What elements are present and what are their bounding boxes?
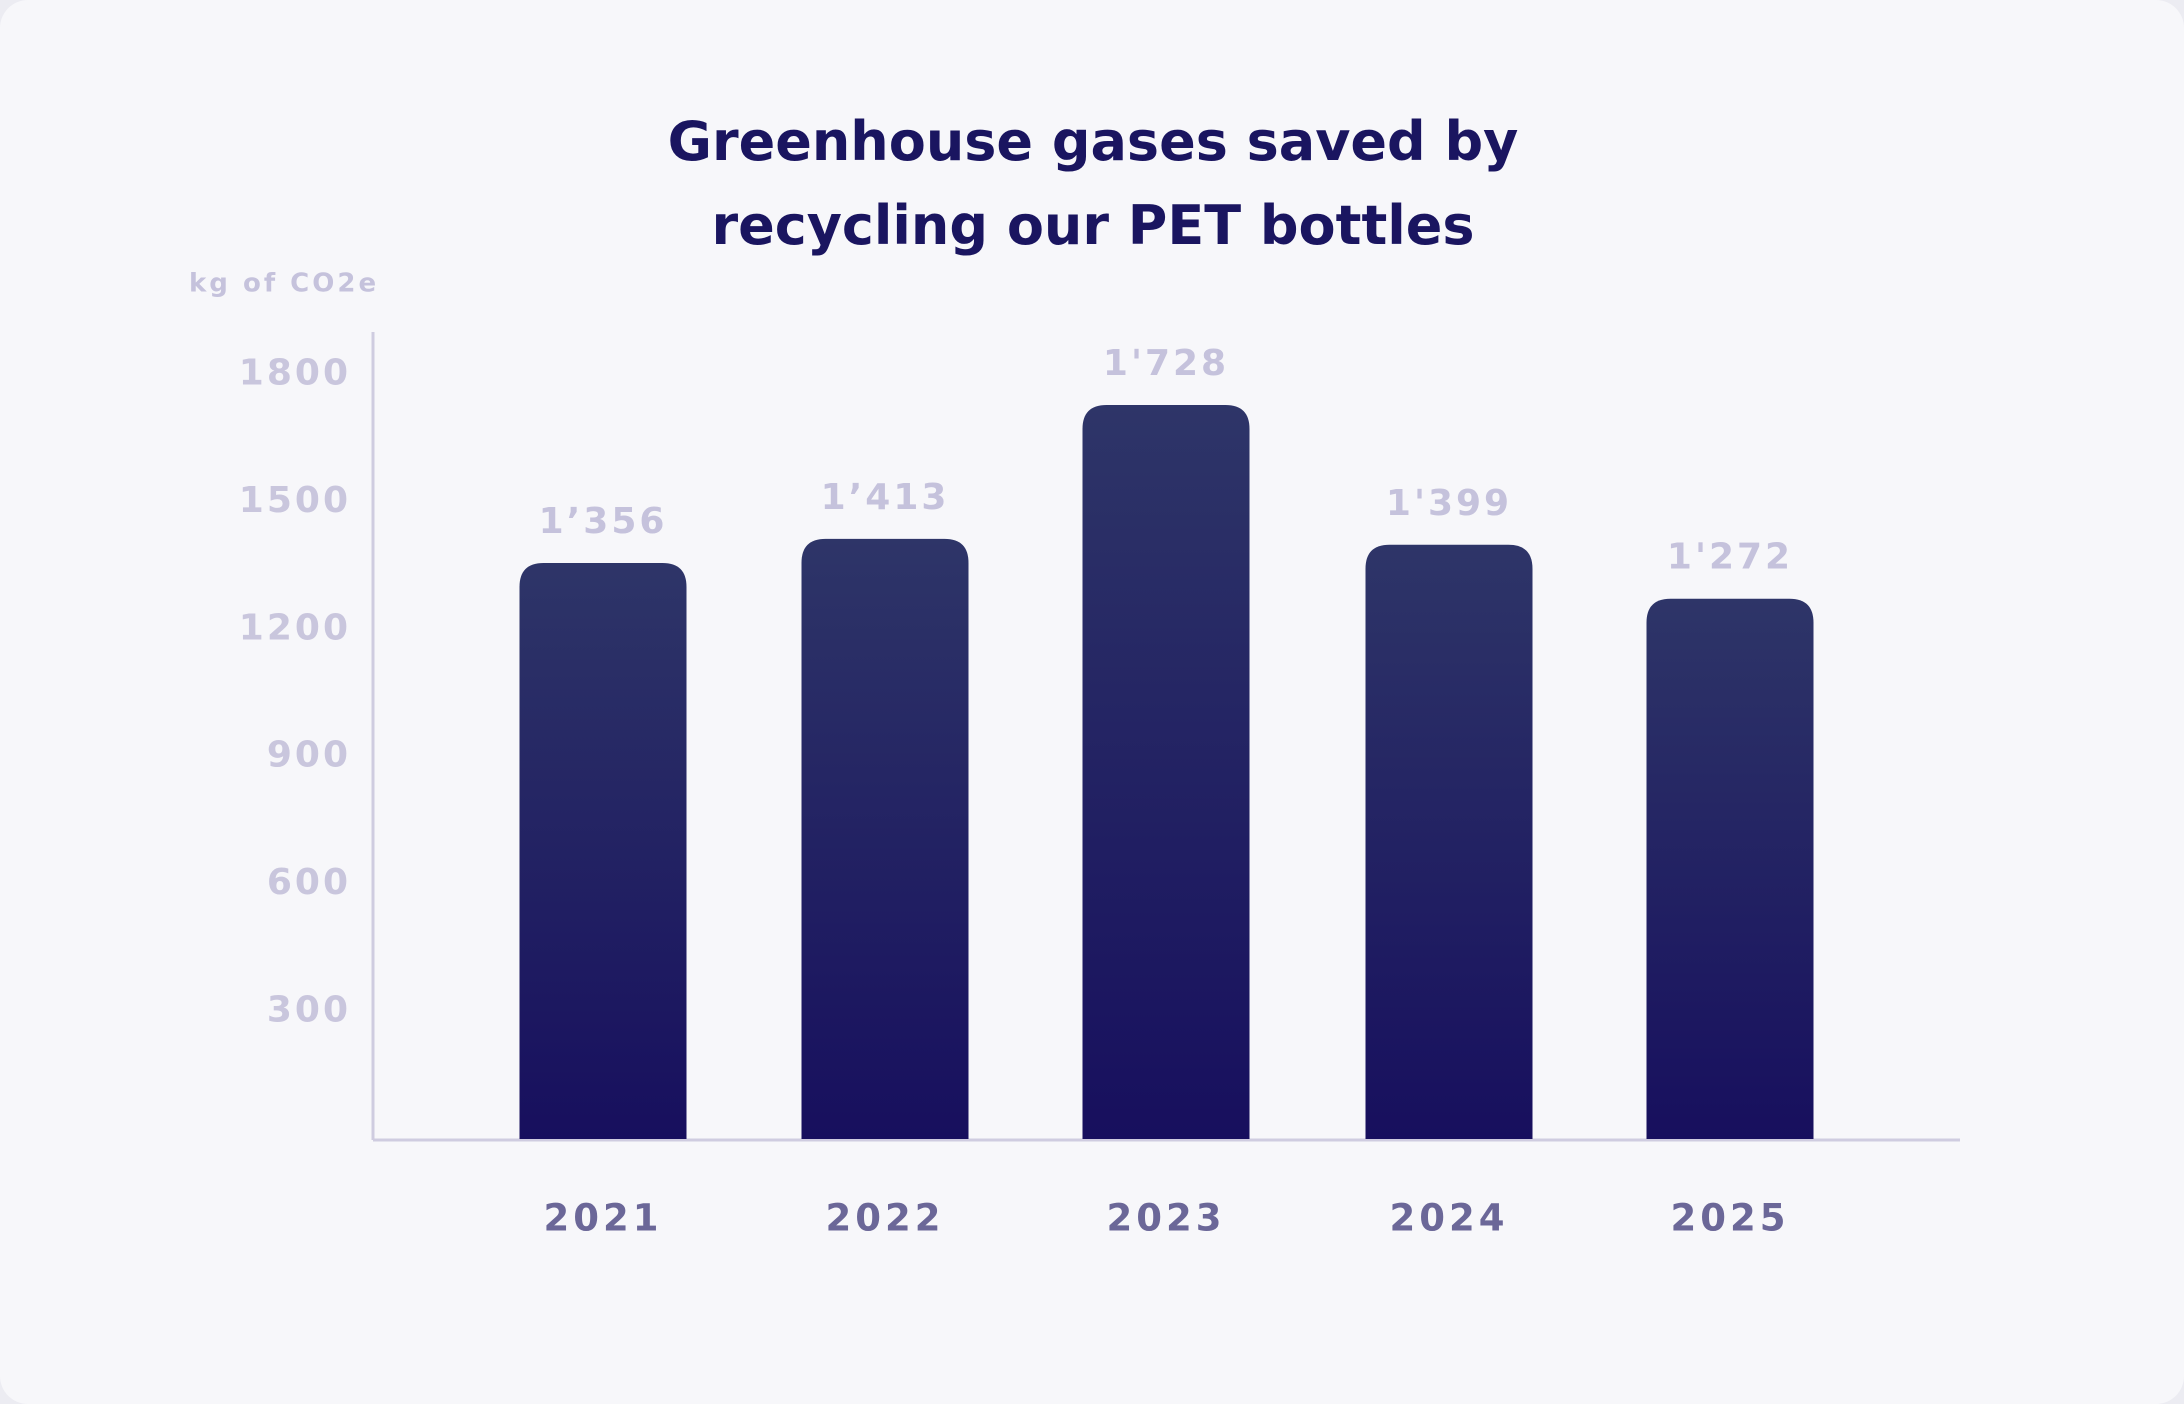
y-tick-label: 1200: [239, 607, 351, 648]
y-tick-label: 900: [267, 735, 351, 776]
x-tick-label: 2025: [1671, 1197, 1790, 1240]
x-tick-label: 2022: [826, 1197, 945, 1240]
y-tick-label: 300: [267, 990, 351, 1031]
x-tick-label: 2021: [544, 1197, 663, 1240]
x-tick-label: 2024: [1390, 1197, 1509, 1240]
y-tick-label: 600: [267, 862, 351, 903]
y-axis-label: kg of CO2e: [189, 269, 379, 299]
bar: [1646, 598, 1814, 1139]
value-label: 1'399: [1386, 483, 1512, 524]
bar: [1365, 544, 1533, 1139]
value-label: 1’356: [539, 501, 668, 542]
x-tick-label: 2023: [1107, 1197, 1226, 1240]
bar: [1082, 405, 1250, 1139]
value-label: 1'728: [1103, 343, 1229, 384]
value-label: 1’413: [821, 477, 950, 518]
value-label: 1'272: [1667, 537, 1793, 578]
bar: [801, 538, 969, 1139]
bar: [519, 563, 687, 1139]
chart-title: Greenhouse gases saved by recycling our …: [667, 110, 1519, 257]
y-tick-label: 1800: [239, 352, 351, 393]
y-tick-label: 1500: [239, 480, 351, 521]
